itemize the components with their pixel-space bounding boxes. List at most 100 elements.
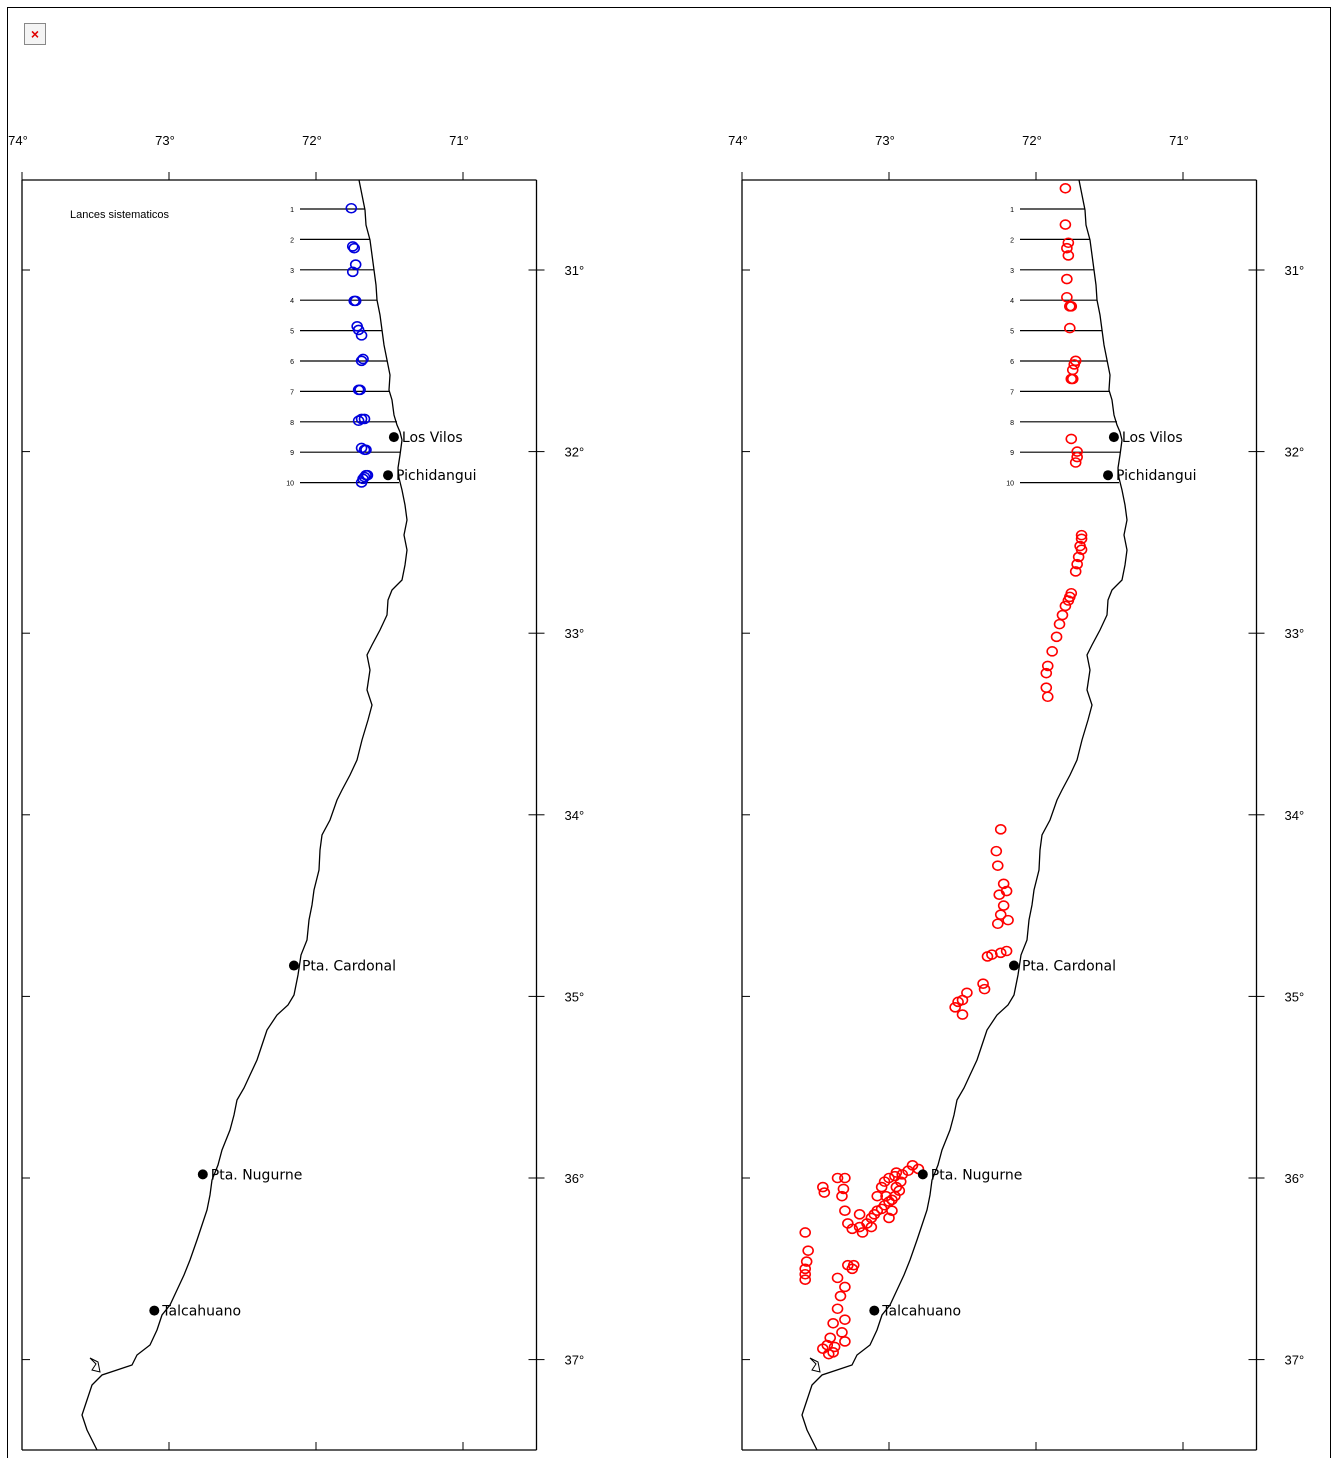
sample-marker [1059, 219, 1072, 230]
sample-marker [1000, 945, 1013, 957]
sample-marker [990, 845, 1003, 857]
sample-marker [991, 918, 1004, 930]
left-map-panel: 74° 73° 72° 71° 31° 32° 33° 34° 35° 36° 37° 1 2 3 4 5 6 7… [8, 133, 585, 1451]
sample-marker [1053, 618, 1066, 630]
sample-marker [1062, 595, 1075, 606]
sample-marker [799, 1268, 812, 1280]
sample-marker [822, 1348, 835, 1360]
city-label: Pta. Nugurne [931, 1167, 1023, 1183]
transect-label: 1 [1010, 207, 1014, 214]
sample-marker [817, 1343, 829, 1355]
sample-marker [994, 947, 1007, 959]
city-label: Pichidangui [1116, 468, 1196, 484]
lat-tick-label: 36° [565, 1171, 585, 1186]
lat-tick-label: 32° [565, 445, 585, 460]
sample-marker [352, 324, 365, 336]
right-map-panel: 74° 73° 72° 71° 31° 32° 33° 34° 35° 36° 37° 1 2 3 4 5 6 7… [728, 133, 1305, 1451]
sample-marker [1075, 544, 1088, 555]
city-label: Pta. Nugurne [211, 1167, 303, 1183]
sample-marker [349, 259, 362, 270]
sample-marker [956, 1009, 969, 1020]
sample-marker [346, 241, 359, 252]
sample-marker [1069, 457, 1082, 468]
transect-label: 4 [290, 298, 294, 305]
sample-marker [853, 1221, 866, 1233]
sample-marker [880, 1190, 892, 1202]
lat-tick-label: 37° [1285, 1353, 1305, 1368]
sample-marker [1065, 301, 1078, 312]
transect-label: 10 [286, 481, 294, 488]
sample-marker [1066, 364, 1079, 376]
sample-marker [847, 1259, 860, 1271]
lat-tick-label: 31° [565, 263, 585, 278]
sample-marker [886, 1194, 898, 1206]
sample-marker [1041, 691, 1054, 703]
transect-label: 6 [290, 359, 294, 366]
sample-marker [839, 1314, 851, 1325]
sample-marker [358, 413, 371, 425]
sample-marker [1059, 182, 1072, 194]
city-label: Talcahuano [161, 1304, 241, 1320]
sample-marker [346, 266, 359, 278]
city-marker [869, 1305, 880, 1316]
sample-marker [1072, 551, 1085, 563]
sample-marker [799, 1274, 812, 1285]
sample-marker [1064, 322, 1076, 334]
lon-tick-label: 72° [1022, 133, 1042, 148]
city-marker [288, 960, 299, 971]
sample-marker [1071, 446, 1083, 457]
sample-marker [865, 1221, 878, 1233]
sample-marker [883, 1212, 895, 1224]
city-label: Talcahuano [881, 1304, 961, 1320]
transect-label: 9 [1010, 450, 1014, 457]
sample-marker [802, 1245, 814, 1256]
lat-tick-label: 31° [1285, 263, 1305, 278]
sample-marker [361, 469, 374, 481]
city-marker [388, 432, 399, 443]
sample-marker [1002, 914, 1014, 926]
sample-marker [952, 996, 964, 1008]
transect-label: 4 [1010, 298, 1014, 305]
legend-label: Lances sistematicos [70, 209, 170, 221]
sample-marker [839, 1172, 851, 1184]
broken-image-icon: × [24, 23, 46, 45]
sample-marker [889, 1170, 901, 1182]
sample-marker [842, 1259, 854, 1271]
sample-marker [836, 1190, 848, 1202]
sample-marker [993, 889, 1006, 901]
sample-marker [978, 983, 991, 995]
sample-marker [799, 1227, 812, 1238]
lon-tick-label: 71° [449, 133, 469, 148]
city-label: Pta. Cardonal [1022, 959, 1116, 975]
sample-marker [831, 1303, 844, 1315]
transect-label: 2 [1010, 237, 1014, 244]
sample-marker [994, 824, 1007, 835]
sample-marker [1071, 451, 1083, 463]
sample-marker [348, 242, 361, 254]
lat-tick-label: 34° [1285, 808, 1305, 823]
lat-tick-label: 32° [1285, 445, 1305, 460]
sample-marker [818, 1187, 831, 1198]
sample-marker [824, 1332, 837, 1344]
city-marker [149, 1305, 160, 1316]
sample-marker [1065, 433, 1078, 445]
sample-marker [997, 900, 1010, 911]
transect-label: 3 [290, 268, 294, 275]
lat-tick-label: 33° [565, 626, 585, 641]
sample-marker [837, 1183, 850, 1195]
lon-tick-label: 73° [875, 133, 895, 148]
sample-marker [896, 1169, 909, 1180]
transect-label: 2 [290, 237, 294, 244]
sample-marker [831, 1272, 844, 1284]
sample-marker [997, 878, 1010, 890]
sample-marker [949, 1001, 961, 1013]
sample-marker [827, 1317, 839, 1329]
sample-marker [817, 1181, 829, 1193]
lon-tick-label: 74° [8, 133, 28, 148]
transect-label: 1 [290, 207, 294, 214]
sample-marker [842, 1218, 854, 1229]
city-marker [917, 1169, 928, 1180]
sample-marker [1059, 600, 1072, 612]
page-frame [7, 7, 1331, 1458]
